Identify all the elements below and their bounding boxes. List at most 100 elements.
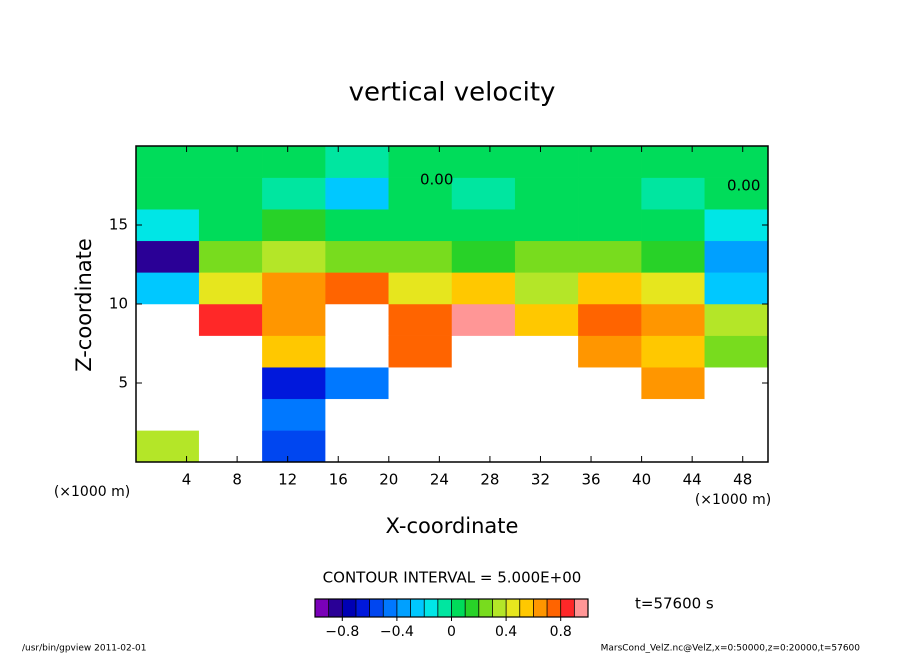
heat-cell: [514, 366, 579, 400]
heat-cell: [451, 366, 516, 400]
contour-interval: CONTOUR INTERVAL = 5.000E+00: [323, 569, 582, 587]
heat-cell: [198, 145, 263, 178]
heat-cell: [325, 430, 390, 463]
heat-cell: [641, 272, 706, 305]
heat-cell: [135, 240, 200, 273]
heat-cell: [262, 430, 326, 463]
heat-cell: [514, 177, 579, 210]
heat-cell: [578, 208, 642, 242]
colorbar-box: [478, 599, 493, 617]
colorbar-box: [369, 599, 384, 617]
heat-cell: [641, 240, 706, 273]
heat-cell: [704, 430, 769, 463]
y-tick-label: 5: [118, 374, 128, 392]
heat-cell: [388, 303, 453, 336]
x-tick-label: 36: [581, 471, 600, 489]
heat-cell: [641, 177, 706, 210]
colorbar-box: [328, 599, 343, 617]
heat-cell: [451, 177, 516, 210]
heat-cell: [451, 272, 516, 305]
x-tick-label: 44: [683, 471, 702, 489]
heat-cell: [325, 145, 390, 178]
colorbar-box: [437, 599, 452, 617]
heat-cell: [135, 303, 200, 336]
colorbar-box: [560, 599, 575, 617]
heat-cell: [641, 366, 706, 400]
heat-cell: [135, 145, 200, 178]
heat-cell: [578, 366, 642, 400]
heat-cell: [262, 398, 326, 431]
heat-cell: [325, 272, 390, 305]
heat-cell: [578, 145, 642, 178]
colorbar-box: [574, 599, 588, 617]
heat-cell: [262, 145, 326, 178]
heat-cell: [388, 240, 453, 273]
colorbar-box: [355, 599, 370, 617]
colorbar-box: [519, 599, 534, 617]
heat-cell: [641, 145, 706, 178]
heat-cell: [704, 208, 769, 242]
colorbar-box: [506, 599, 520, 617]
contour-label: 0.00: [727, 177, 760, 195]
heat-cell: [198, 430, 263, 463]
footer-left: /usr/bin/gpview 2011-02-01: [22, 644, 146, 654]
x-tick-label: 12: [278, 471, 297, 489]
heat-cell: [135, 398, 200, 431]
heat-cell: [514, 240, 579, 273]
x-tick-label: 20: [379, 471, 398, 489]
heat-cell: [325, 335, 390, 368]
chart-title: vertical velocity: [349, 78, 556, 108]
colorbar-tick-label: 0: [447, 624, 456, 640]
overlay: 0.00 0.00: [420, 171, 760, 195]
heat-cell: [325, 208, 390, 242]
x-unit: (×1000 m): [695, 492, 771, 508]
x-tick-label: 24: [430, 471, 449, 489]
heat-cell: [388, 335, 453, 368]
x-tick-label: 40: [632, 471, 651, 489]
heat-cell: [704, 177, 769, 210]
heat-cell: [704, 272, 769, 305]
heat-cell: [262, 177, 326, 210]
heat-cell: [641, 335, 706, 368]
heat-cell: [135, 177, 200, 210]
heat-cell: [514, 398, 579, 431]
time-label: t=57600 s: [635, 595, 714, 613]
heat-cell: [325, 398, 390, 431]
colorbar-box: [315, 599, 329, 617]
colorbar-box: [547, 599, 561, 617]
colorbar-box: [424, 599, 438, 617]
heat-cell: [578, 272, 642, 305]
heat-cell: [451, 303, 516, 336]
heat-cell: [262, 272, 326, 305]
heat-cell: [135, 366, 200, 400]
colorbar-tick-label: 0.4: [495, 624, 517, 640]
heat-cell: [451, 145, 516, 178]
colorbar-box: [396, 599, 411, 617]
colorbar-tick-label: −0.4: [380, 624, 414, 640]
y-tick-label: 15: [109, 216, 128, 234]
x-tick-label: 28: [480, 471, 499, 489]
heat-cell: [514, 303, 579, 336]
heat-cell: [514, 430, 579, 463]
colorbar-tick-label: 0.8: [550, 624, 572, 640]
heat-cell: [325, 177, 390, 210]
colorbar-box: [492, 599, 507, 617]
footer-right: MarsCond_VelZ.nc@VelZ,x=0:50000,z=0:2000…: [601, 644, 861, 654]
heat-cell: [198, 335, 263, 368]
heat-cell: [704, 398, 769, 431]
heat-cell: [262, 303, 326, 336]
heat-cell: [641, 208, 706, 242]
heat-cell: [514, 335, 579, 368]
heat-cell: [578, 335, 642, 368]
heat-cell: [451, 240, 516, 273]
heat-cell: [135, 335, 200, 368]
heat-cell: [388, 366, 453, 400]
colorbar-box: [383, 599, 397, 617]
x-tick-label: 48: [733, 471, 752, 489]
heat-cell: [198, 272, 263, 305]
heat-cell: [388, 398, 453, 431]
heat-cell: [198, 303, 263, 336]
heat-cell: [198, 208, 263, 242]
heat-cell: [388, 272, 453, 305]
